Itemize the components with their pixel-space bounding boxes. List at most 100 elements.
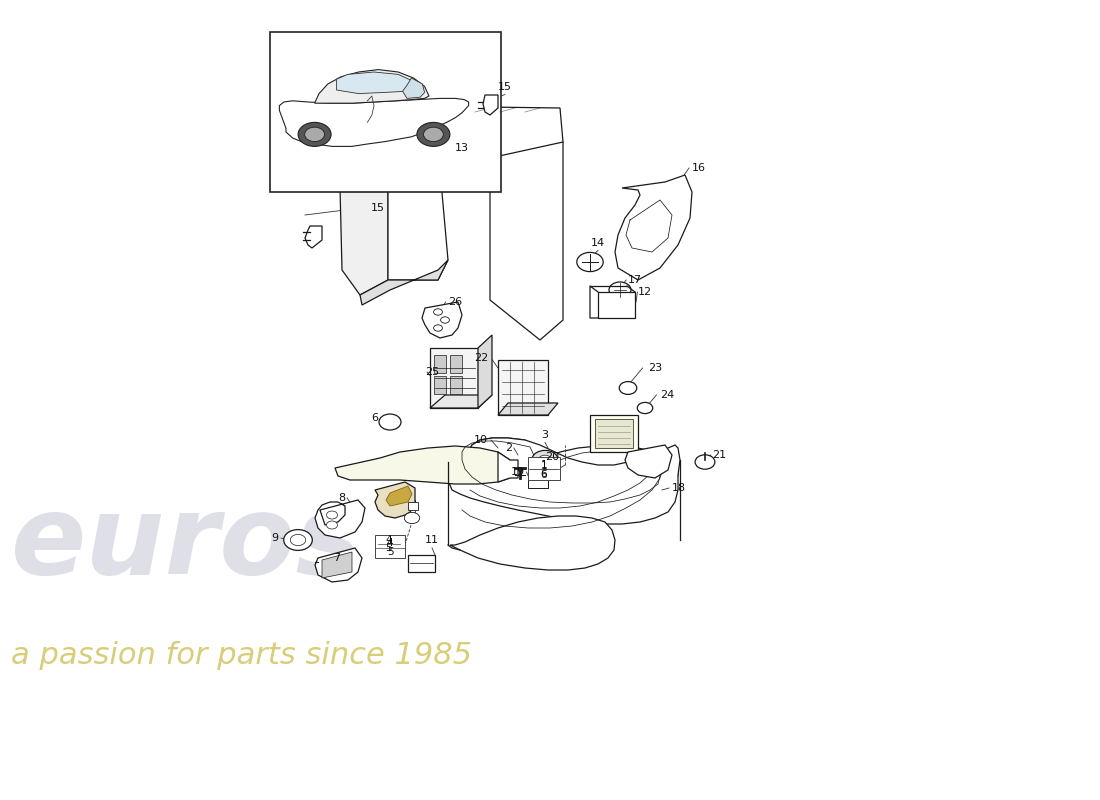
Text: 26: 26 [448,297,462,307]
Text: 3: 3 [541,430,549,440]
Circle shape [405,512,420,524]
Text: 4: 4 [386,535,393,545]
Text: a passion for parts since 1985: a passion for parts since 1985 [11,642,472,670]
Bar [375,535,405,558]
Polygon shape [305,226,322,248]
Circle shape [290,534,306,546]
Text: 6: 6 [541,469,548,479]
Polygon shape [315,70,429,103]
Text: 19: 19 [510,467,525,477]
Text: 18: 18 [672,483,686,493]
Polygon shape [615,175,692,280]
Bar [528,457,560,480]
Circle shape [298,122,331,146]
Text: 6: 6 [371,413,378,423]
Polygon shape [340,448,510,484]
Circle shape [441,317,450,323]
Bar [378,535,400,552]
Circle shape [619,382,637,394]
Text: 10: 10 [474,435,488,445]
Polygon shape [590,415,638,452]
Circle shape [424,127,443,142]
Text: 1: 1 [541,460,548,470]
Text: 20: 20 [544,452,559,462]
Text: 9: 9 [271,533,278,543]
Text: 7: 7 [333,553,340,563]
Circle shape [327,511,338,519]
Circle shape [284,530,312,550]
Text: 5: 5 [387,547,394,557]
Text: 15: 15 [498,82,512,92]
Circle shape [433,325,442,331]
Circle shape [637,402,652,414]
Polygon shape [498,452,518,482]
Text: euros: euros [11,490,363,598]
Bar [598,292,635,318]
Text: 15: 15 [371,203,385,213]
Bar [434,376,446,394]
Text: 4: 4 [387,538,394,548]
Bar [450,376,462,394]
Polygon shape [388,130,448,280]
Polygon shape [438,148,490,175]
Text: 17: 17 [628,275,642,285]
Bar [528,475,548,488]
Circle shape [695,454,715,469]
Polygon shape [483,95,498,115]
Polygon shape [338,105,388,295]
Circle shape [609,282,631,298]
Circle shape [531,450,558,470]
Polygon shape [490,142,563,340]
Bar [434,355,446,373]
Circle shape [576,253,603,272]
Polygon shape [338,105,563,175]
Polygon shape [315,548,362,582]
Circle shape [538,455,551,465]
Bar [270,32,500,192]
Circle shape [305,127,324,142]
Polygon shape [322,552,352,578]
Text: 12: 12 [638,287,652,297]
Text: 5: 5 [386,543,393,553]
Polygon shape [595,419,632,448]
Polygon shape [315,500,365,538]
Polygon shape [430,395,492,408]
Text: 23: 23 [648,363,662,373]
Text: 16: 16 [692,163,706,173]
Text: 6: 6 [541,470,548,480]
Polygon shape [403,78,425,98]
Bar [530,458,558,478]
Circle shape [417,122,450,146]
Polygon shape [448,438,680,524]
Text: 25: 25 [425,367,439,377]
Circle shape [433,309,442,315]
Text: 11: 11 [425,535,439,545]
Polygon shape [478,335,492,408]
Polygon shape [430,348,478,408]
Polygon shape [375,482,415,518]
Polygon shape [450,516,615,570]
Polygon shape [498,403,558,415]
Bar [408,555,435,572]
Text: 24: 24 [660,390,674,400]
Polygon shape [408,502,418,510]
Polygon shape [625,445,672,478]
Polygon shape [498,360,548,415]
Text: 22: 22 [474,353,488,363]
Polygon shape [337,72,411,94]
Text: 14: 14 [591,238,605,248]
Polygon shape [422,302,462,338]
Text: 8: 8 [338,493,345,503]
Text: 1: 1 [541,461,548,471]
Circle shape [379,414,401,430]
Polygon shape [336,446,515,484]
Circle shape [327,521,338,529]
Polygon shape [360,260,448,305]
Polygon shape [279,98,469,146]
Bar [450,355,462,373]
Polygon shape [468,438,678,506]
Text: 2: 2 [505,443,512,453]
Text: 21: 21 [712,450,726,460]
Text: 13: 13 [455,143,469,153]
Polygon shape [386,486,412,506]
